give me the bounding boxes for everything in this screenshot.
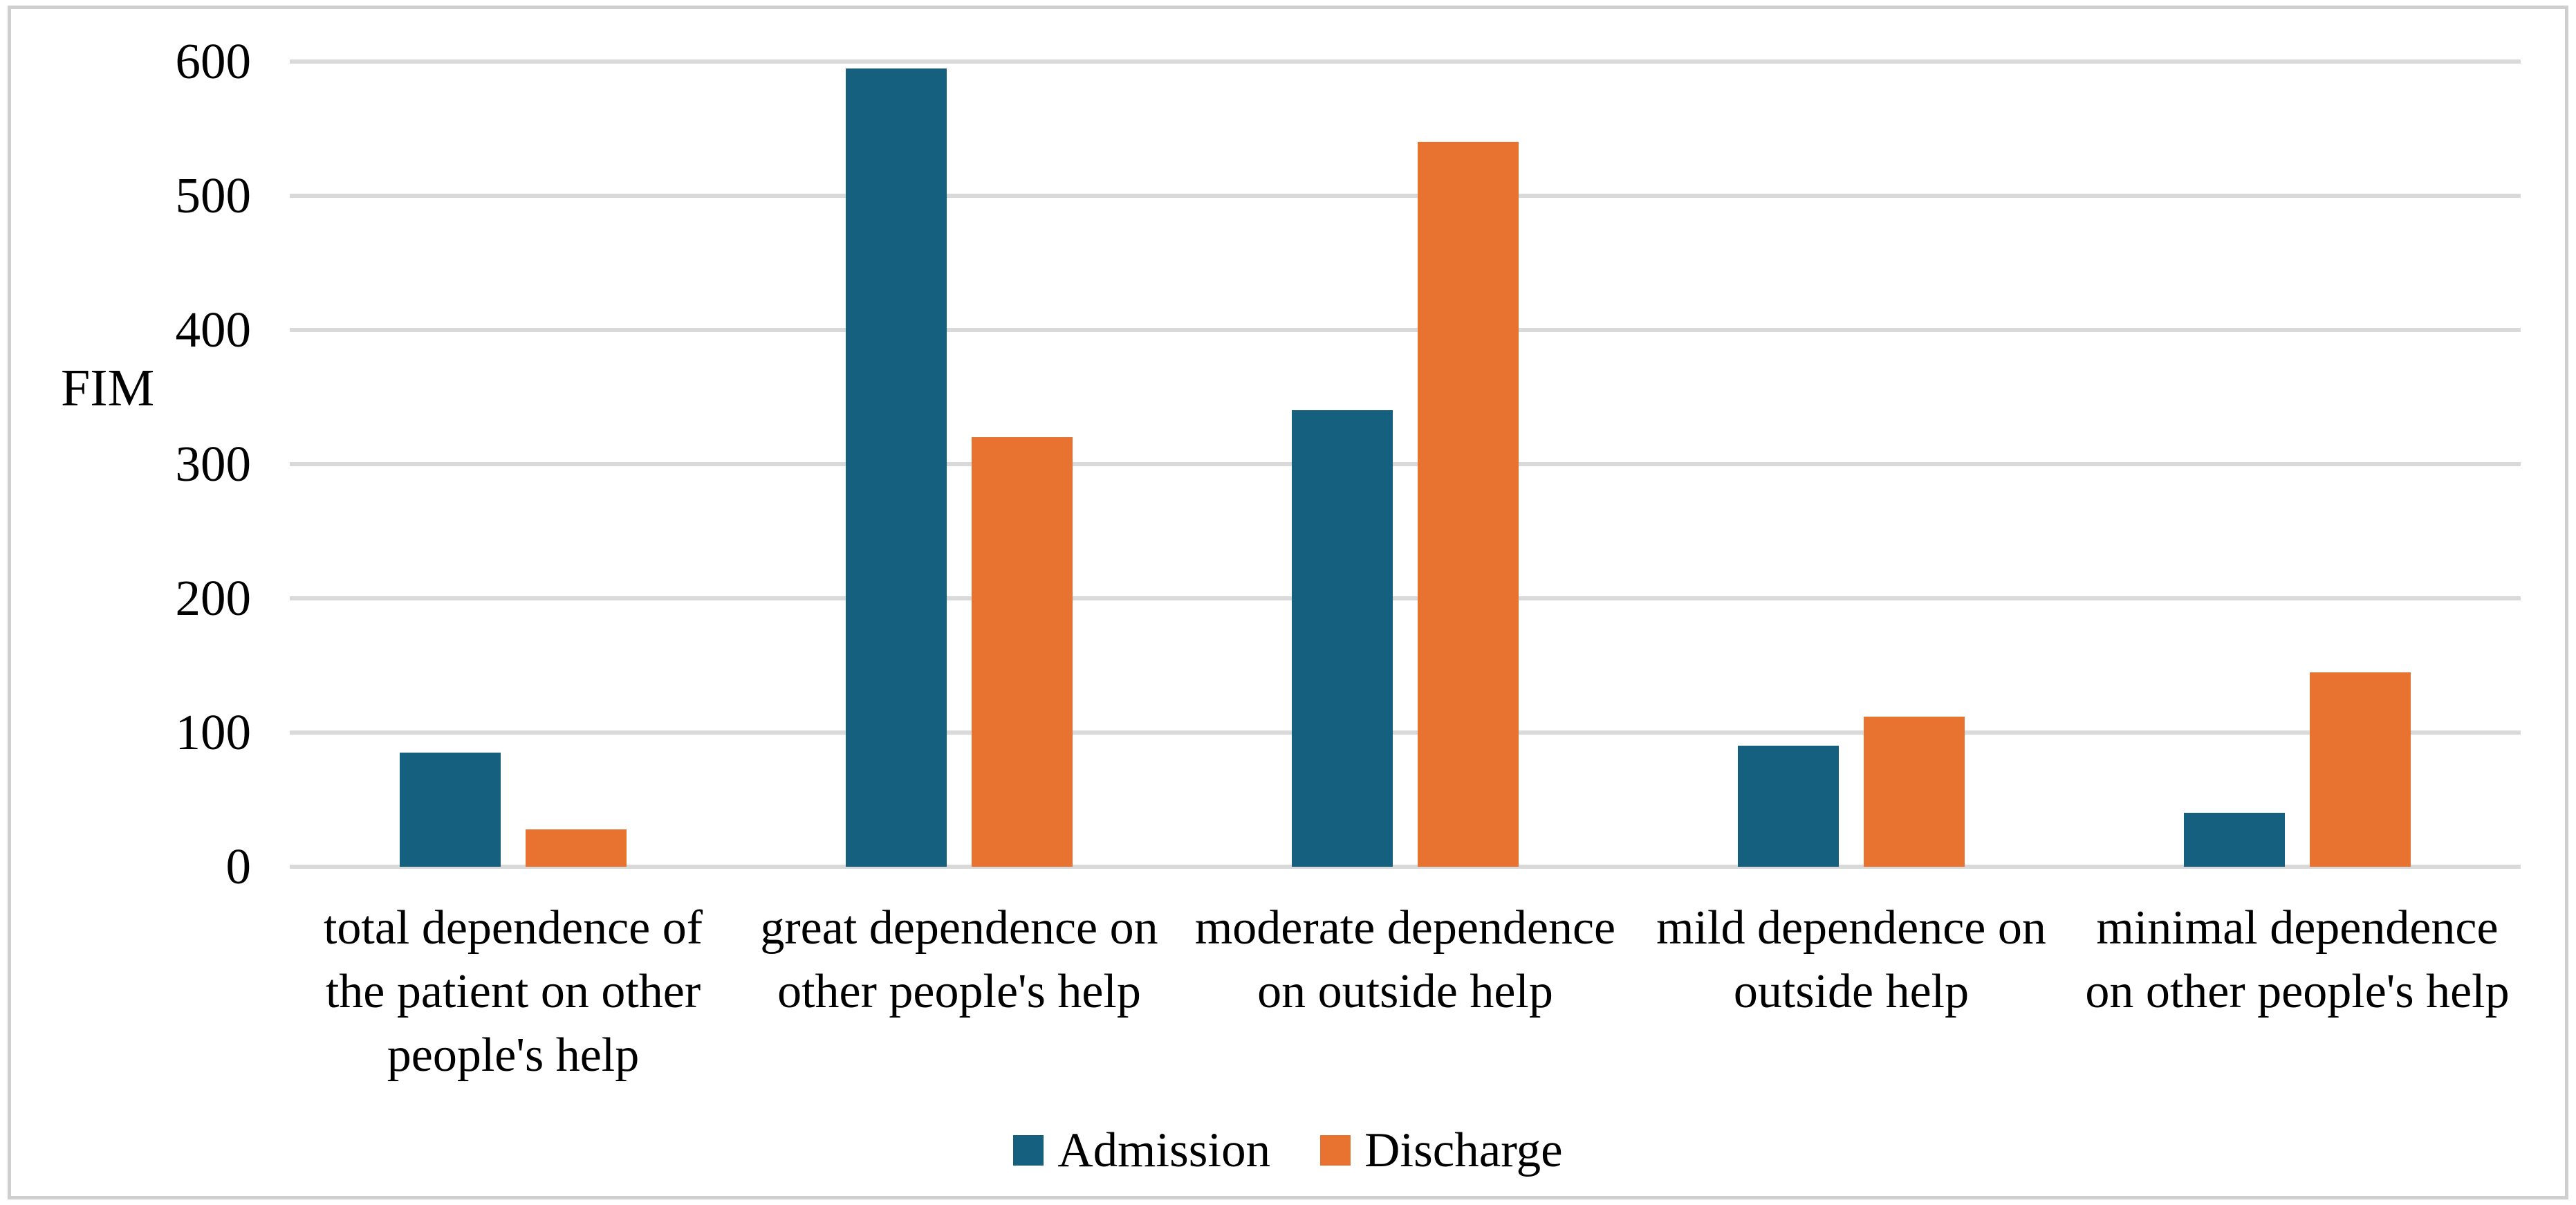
category-label-line: great dependence on (760, 901, 1158, 955)
gridline-500 (290, 194, 2521, 198)
category-label-4: minimal dependence on other people's help (2055, 896, 2539, 1024)
category-label-2: moderate dependence on outside help (1163, 896, 1647, 1024)
category-label-line: total dependence of (323, 901, 703, 955)
bar-admission-0 (400, 753, 501, 867)
gridline-400 (290, 328, 2521, 332)
y-tick-0: 0 (225, 838, 252, 894)
bar-discharge-1 (972, 437, 1073, 867)
legend-swatch-discharge (1320, 1135, 1351, 1166)
legend-entry-discharge: Discharge (1320, 1123, 1563, 1179)
bar-discharge-4 (2310, 672, 2411, 867)
gridline-0 (290, 865, 2521, 869)
y-axis-title: FIM (61, 359, 155, 417)
category-label-line: minimal dependence (2096, 901, 2499, 955)
bar-admission-2 (1292, 410, 1393, 867)
category-label-1: great dependence on other people's help (717, 896, 1201, 1024)
category-label-3: mild dependence on outside help (1609, 896, 2093, 1024)
bar-admission-4 (2184, 813, 2285, 867)
y-tick-200: 200 (175, 570, 252, 626)
gridline-100 (290, 730, 2521, 735)
gridline-600 (290, 59, 2521, 64)
legend: Admission Discharge (0, 1112, 2576, 1188)
gridline-300 (290, 462, 2521, 466)
legend-label-admission: Admission (1057, 1123, 1271, 1177)
legend-label-discharge: Discharge (1364, 1123, 1563, 1177)
bar-admission-1 (846, 68, 947, 867)
category-label-line: people's help (387, 1029, 640, 1082)
legend-entry-admission: Admission (1013, 1123, 1270, 1179)
legend-swatch-admission (1013, 1135, 1044, 1166)
bar-admission-3 (1738, 746, 1839, 867)
category-label-line: the patient on other (325, 965, 701, 1018)
bar-discharge-2 (1418, 142, 1519, 867)
category-label-0: total dependence of the patient on other p… (271, 896, 755, 1087)
category-label-line: other people's help (777, 965, 1141, 1018)
bar-discharge-0 (526, 829, 627, 867)
bar-discharge-3 (1864, 717, 1965, 867)
y-tick-500: 500 (175, 167, 252, 223)
category-label-line: on other people's help (2085, 965, 2510, 1018)
y-tick-600: 600 (175, 33, 252, 89)
category-label-line: mild dependence on (1656, 901, 2046, 955)
category-label-line: outside help (1733, 965, 1970, 1018)
gridline-200 (290, 596, 2521, 600)
y-tick-300: 300 (175, 436, 252, 492)
category-label-line: moderate dependence (1194, 901, 1616, 955)
y-tick-400: 400 (175, 302, 252, 358)
y-tick-100: 100 (175, 704, 252, 760)
category-label-line: on outside help (1257, 965, 1553, 1018)
